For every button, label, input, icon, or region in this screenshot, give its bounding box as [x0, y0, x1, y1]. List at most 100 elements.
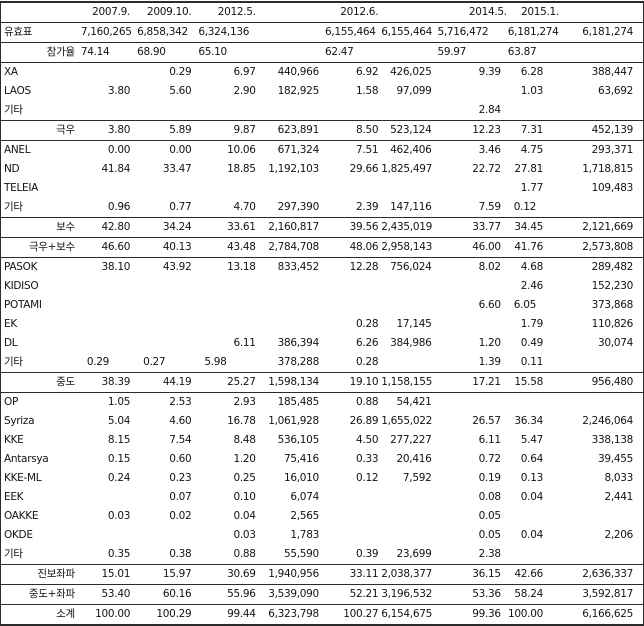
cell: 109,483 [591, 182, 634, 194]
cell: 22.72 [472, 163, 501, 175]
cell [77, 63, 133, 83]
table-row: KKE 8.15 7.54 8.48 536,105 4.50 277,227 6.11 5.4… [1, 431, 644, 450]
cell: 36.15 [433, 564, 504, 585]
cell: 3.46 [478, 144, 501, 156]
table-row: OP 1.05 2.53 2.93 185,485 0.88 54,421 [1, 393, 644, 413]
cell: 6,154,675 [381, 604, 434, 626]
cell: 7.51 [356, 144, 379, 156]
row-label: 기타 [4, 356, 23, 368]
cell: 0.05 [478, 529, 501, 541]
cell: 1.58 [356, 85, 379, 97]
cell [194, 296, 258, 315]
cell: 60.16 [133, 584, 195, 605]
cell: 386,394 [277, 337, 320, 349]
cell: 0.00 [107, 144, 131, 156]
cell [381, 488, 433, 507]
cell: 42.66 [503, 564, 546, 585]
cell [381, 353, 433, 373]
cell: 1.39 [478, 356, 501, 368]
row-label: Syriza [4, 415, 35, 427]
cell [321, 526, 381, 545]
column-header: 2012.6. [320, 2, 382, 23]
cell: 6.11 [233, 337, 256, 349]
row-label: EK [4, 318, 17, 330]
cell: 6.11 [478, 434, 501, 446]
table-row: EEK 0.07 0.10 6,074 0.08 0.04 2,441 [1, 488, 644, 507]
cell [77, 334, 133, 353]
cell: 36.34 [514, 415, 543, 427]
cell: 1,061,928 [268, 415, 319, 427]
cell: 8.02 [478, 261, 501, 273]
cell: 2,573,808 [545, 237, 644, 258]
cell [321, 507, 381, 526]
cell: 100.00 [503, 604, 546, 626]
row-label: 중도+좌파 [0, 584, 77, 605]
row-label: 기타 [4, 104, 23, 116]
corner-cell [0, 2, 77, 23]
cell: 0.29 [86, 356, 110, 368]
cell [504, 507, 546, 526]
cell: 6.28 [520, 66, 543, 78]
cell: 152,230 [591, 280, 634, 292]
cell: 30.69 [194, 564, 259, 585]
cell: 48.06 [320, 237, 382, 258]
column-header [545, 2, 644, 23]
cell: 0.33 [356, 453, 379, 465]
cell: 2,246,064 [582, 415, 633, 427]
cell: 15.01 [76, 564, 134, 585]
cell: 0.04 [520, 529, 543, 541]
column-header: 2014.5. [439, 2, 510, 23]
cell: 3.80 [107, 85, 131, 97]
cell [504, 545, 546, 565]
cell: 1,598,134 [258, 372, 321, 393]
cell: 0.88 [356, 396, 379, 408]
row-label: 중도 [0, 372, 77, 393]
cell [546, 545, 644, 565]
table-row: 극우+보수 46.60 40.13 43.48 2,784,708 48.06 2,958,… [0, 237, 644, 258]
cell: 5,716,472 [433, 22, 504, 43]
cell: 53.36 [433, 584, 504, 605]
cell: 17.21 [433, 372, 504, 393]
cell [433, 82, 503, 101]
cell: 0.11 [520, 356, 543, 368]
table-row: 기타 2.84 [1, 101, 644, 121]
cell: 6.26 [356, 337, 379, 349]
cell: 74.14 [76, 42, 134, 63]
row-label: KKE [4, 434, 24, 446]
cell: 6.92 [356, 66, 379, 78]
cell: 147,116 [390, 201, 432, 213]
cell [433, 315, 503, 334]
cell [259, 315, 321, 334]
cell [381, 179, 433, 198]
header-row: 2007.9. 2009.10. 2012.5. 2012.6. 2014.5.… [0, 2, 644, 23]
cell: 0.07 [169, 491, 192, 503]
cell: 277,227 [390, 434, 432, 446]
cell: 6,166,625 [545, 604, 644, 626]
cell: 100.29 [133, 604, 195, 626]
cell: 29.66 [349, 163, 379, 175]
cell: 2,038,377 [381, 564, 434, 585]
cell: 5.04 [107, 415, 131, 427]
cell [77, 526, 133, 545]
cell: 1,718,815 [582, 163, 633, 175]
cell: 0.28 [356, 356, 379, 368]
cell: 1,825,497 [381, 163, 432, 175]
cell: 9.39 [478, 66, 501, 78]
cell [381, 277, 433, 296]
cell: 17,145 [396, 318, 432, 330]
cell: 0.13 [520, 472, 543, 484]
cell [433, 179, 503, 198]
row-label: OAKKE [4, 510, 39, 522]
cell: 2.84 [478, 104, 501, 116]
cell [545, 42, 644, 63]
cell: 54,421 [396, 396, 432, 408]
cell: 338,138 [591, 434, 634, 446]
cell: 2,441 [604, 491, 633, 503]
cell: 5.98 [204, 356, 227, 368]
cell: 63.87 [503, 42, 546, 63]
cell: 2,565 [290, 510, 319, 522]
table-row: 기타 0.96 0.77 4.70 297,390 2.39 147,116 7.59 0.12 [1, 198, 644, 218]
column-header [258, 2, 321, 23]
cell: 46.00 [433, 237, 504, 258]
row-label: LAOS [4, 85, 31, 97]
